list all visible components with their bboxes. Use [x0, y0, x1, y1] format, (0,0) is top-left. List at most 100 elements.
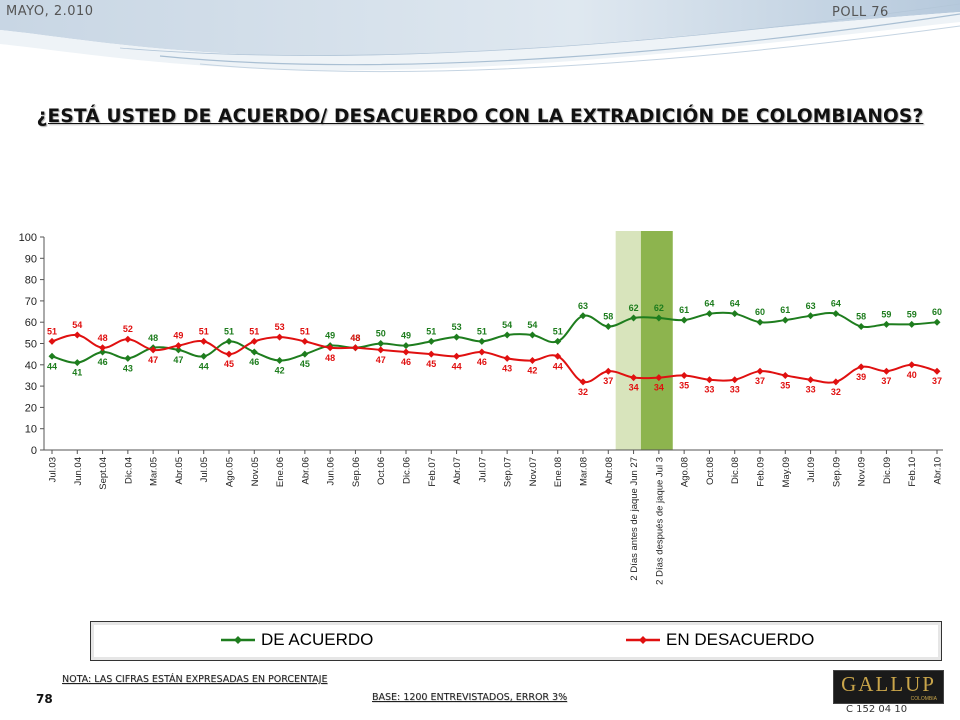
data-label: 37: [603, 376, 613, 386]
x-tick-label: Ago.05: [225, 457, 236, 487]
data-point-marker: [604, 322, 612, 330]
x-tick-label: Jul.05: [199, 457, 210, 482]
data-label: 34: [654, 383, 664, 393]
x-tick-label: Sep.07: [503, 457, 514, 487]
data-label: 54: [72, 320, 82, 330]
data-point-marker: [882, 320, 890, 328]
x-tick-label: Abr.08: [604, 457, 615, 484]
data-point-marker: [124, 335, 132, 343]
data-point-marker: [604, 367, 612, 375]
logo-wordmark: GALLUP: [841, 672, 936, 696]
data-point-marker: [124, 354, 132, 362]
data-point-marker: [781, 316, 789, 324]
data-point-marker: [225, 350, 233, 358]
data-label: 51: [300, 326, 310, 336]
data-point-marker: [250, 348, 258, 356]
data-label: 35: [679, 380, 689, 390]
data-point-marker: [630, 314, 638, 322]
data-point-marker: [427, 350, 435, 358]
data-label: 49: [325, 331, 335, 341]
data-label: 50: [376, 329, 386, 339]
x-tick-label: Nov.09: [857, 457, 868, 486]
data-point-marker: [579, 312, 587, 320]
report-code: C 152 04 10: [846, 704, 908, 715]
x-tick-label: Ago.08: [680, 457, 691, 487]
data-point-marker: [705, 376, 713, 384]
data-label: 63: [806, 301, 816, 311]
data-point-marker: [655, 314, 663, 322]
data-label: 51: [553, 326, 563, 336]
data-label: 59: [881, 309, 891, 319]
x-tick-label: Feb.09: [756, 457, 767, 487]
x-tick-label: Abr.06: [300, 457, 311, 484]
page-title: ¿ESTÁ USTED DE ACUERDO/ DESACUERDO CON L…: [36, 106, 924, 127]
data-label: 51: [199, 326, 209, 336]
x-tick-label: Abr.07: [452, 457, 463, 484]
y-tick-label: 10: [25, 424, 37, 436]
data-label: 37: [932, 376, 942, 386]
header-swoosh-decoration: [0, 0, 960, 73]
data-label: 51: [249, 326, 259, 336]
y-tick-label: 0: [31, 445, 37, 457]
x-tick-label: Jul.03: [48, 457, 59, 482]
x-tick-label: May.09: [781, 457, 792, 487]
x-tick-label: Jul.09: [806, 457, 817, 482]
data-point-marker: [174, 346, 182, 354]
x-tick-label: Sep.06: [351, 457, 362, 487]
data-point-marker: [73, 359, 81, 367]
data-label: 47: [148, 355, 158, 365]
data-label: 46: [249, 357, 259, 367]
data-point-marker: [781, 371, 789, 379]
data-label: 48: [350, 333, 360, 343]
data-point-marker: [276, 357, 284, 365]
sample-base-note: BASE: 1200 ENTREVISTADOS, ERROR 3%: [372, 692, 568, 703]
y-tick-label: 50: [25, 339, 37, 351]
y-tick-label: 20: [25, 402, 37, 414]
y-tick-label: 30: [25, 381, 37, 393]
data-label: 64: [730, 299, 740, 309]
data-point-marker: [655, 374, 663, 382]
data-label: 61: [679, 305, 689, 315]
data-label: 32: [578, 387, 588, 397]
data-label: 40: [907, 370, 917, 380]
x-tick-label: Dic.06: [402, 457, 413, 484]
x-tick-label: Ene.06: [275, 457, 286, 487]
data-point-marker: [48, 352, 56, 360]
data-point-marker: [756, 367, 764, 375]
data-point-marker: [882, 367, 890, 375]
data-label: 39: [856, 372, 866, 382]
data-point-marker: [377, 340, 385, 347]
data-point-marker: [377, 346, 385, 354]
data-label: 54: [502, 320, 512, 330]
data-point-marker: [908, 361, 916, 369]
data-label: 49: [173, 331, 183, 341]
x-tick-label: Abr.05: [174, 457, 185, 484]
data-point-marker: [908, 320, 916, 328]
data-label: 48: [325, 353, 335, 363]
x-tick-label: Feb.10: [907, 457, 918, 487]
data-label: 32: [831, 387, 841, 397]
y-tick-label: 100: [19, 232, 37, 244]
data-point-marker: [351, 344, 359, 352]
data-point-marker: [528, 331, 536, 339]
data-label: 33: [704, 385, 714, 395]
x-tick-label: Jul.07: [477, 457, 488, 482]
x-tick-label: Oct.08: [705, 457, 716, 485]
poll-number: POLL 76: [832, 5, 889, 20]
gallup-logo: GALLUP COLOMBIA: [833, 670, 944, 704]
data-label: 48: [98, 333, 108, 343]
data-label: 33: [806, 385, 816, 395]
chart-legend: DE ACUERDO EN DESACUERDO: [90, 621, 942, 661]
data-label: 64: [831, 299, 841, 309]
x-tick-label: 2 Días antes de jaque Jun 27: [629, 457, 640, 581]
data-label: 52: [123, 324, 133, 334]
data-point-marker: [731, 310, 739, 318]
data-point-marker: [731, 376, 739, 384]
line-chart: 0 10 20 30 40 50 60 70 80 90 100 Jul.03 Jun.04 Sept.0…: [19, 231, 944, 585]
data-label: 58: [603, 311, 613, 321]
data-label: 37: [881, 376, 891, 386]
data-point-marker: [326, 344, 334, 352]
data-point-marker: [250, 337, 258, 345]
data-label: 35: [780, 380, 790, 390]
legend-label-en-desacuerdo: EN DESACUERDO: [666, 630, 815, 649]
